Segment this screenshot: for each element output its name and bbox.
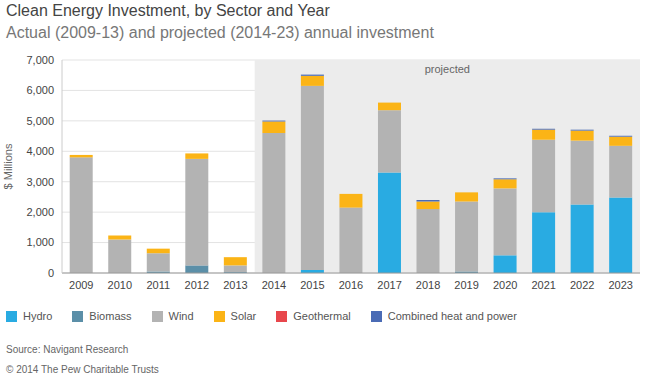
html-text:Combined heat and power: Combined heat and power	[387, 310, 517, 322]
svg-text:2,000: 2,000	[26, 206, 54, 218]
html-text:Geothermal: Geothermal	[293, 310, 351, 322]
html-text:Hydro: Hydro	[23, 310, 53, 322]
svg-text:2016: 2016	[339, 279, 363, 291]
svg-text:2018: 2018	[416, 279, 440, 291]
svg-text:4,000: 4,000	[26, 145, 54, 157]
svg-text:0: 0	[48, 267, 54, 279]
html-text:© 2014 The Pew Charitable Trus: © 2014 The Pew Charitable Trusts	[6, 364, 159, 375]
html-text:Clean Energy Investment, by Se: Clean Energy Investment, by Sector and Y…	[6, 2, 330, 19]
svg-text:7,000: 7,000	[26, 54, 54, 66]
svg-text:projected: projected	[425, 63, 470, 75]
svg-text:3,000: 3,000	[26, 176, 54, 188]
svg-text:2013: 2013	[223, 279, 247, 291]
svg-text:2009: 2009	[69, 279, 93, 291]
html-text:Solar: Solar	[230, 310, 257, 322]
svg-text:2017: 2017	[377, 279, 401, 291]
svg-text:$ Millions: $ Millions	[8, 143, 14, 189]
svg-text:2014: 2014	[262, 279, 286, 291]
svg-text:1,000: 1,000	[26, 236, 54, 248]
svg-text:2010: 2010	[108, 279, 132, 291]
html-text:Wind: Wind	[168, 310, 194, 322]
svg-text:2012: 2012	[185, 279, 209, 291]
svg-text:2021: 2021	[531, 279, 555, 291]
svg-text:2019: 2019	[454, 279, 478, 291]
html-text:Source: Navigant Research: Source: Navigant Research	[6, 344, 129, 355]
svg-text:2015: 2015	[300, 279, 324, 291]
svg-text:2011: 2011	[147, 279, 171, 291]
html-text:Biomass: Biomass	[89, 310, 132, 322]
svg-text:2023: 2023	[608, 279, 632, 291]
svg-text:6,000: 6,000	[26, 84, 54, 96]
svg-text:2020: 2020	[493, 279, 517, 291]
html-text:Actual (2009-13) and projected: Actual (2009-13) and projected (2014-23)…	[6, 24, 434, 41]
svg-text:5,000: 5,000	[26, 115, 54, 127]
svg-text:2022: 2022	[570, 279, 594, 291]
